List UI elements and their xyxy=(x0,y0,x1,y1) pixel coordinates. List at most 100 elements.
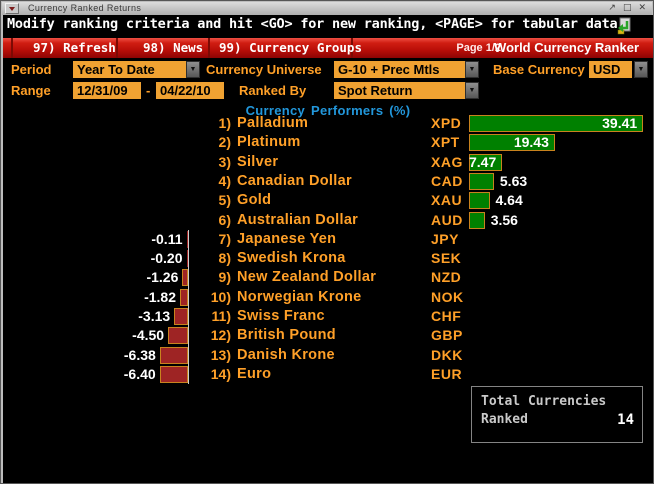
return-bar[interactable] xyxy=(159,365,188,383)
ranked-by-select[interactable]: Spot Return xyxy=(334,82,465,99)
period-label: Period xyxy=(11,62,52,77)
return-value: 4.64 xyxy=(495,192,523,209)
range-separator: - xyxy=(146,83,151,98)
return-value: -6.40 xyxy=(123,365,156,382)
return-bar[interactable] xyxy=(186,250,188,268)
return-value: -1.26 xyxy=(146,269,179,286)
row-rank: 6) xyxy=(218,211,231,228)
currency-name[interactable]: Norwegian Krone xyxy=(237,288,362,305)
currency-name[interactable]: Swiss Franc xyxy=(237,308,325,324)
chevron-down-icon: ▼ xyxy=(189,66,197,73)
row-rank: 5) xyxy=(218,192,231,209)
restore-icon[interactable]: ↗ xyxy=(608,3,616,13)
row-rank: 11) xyxy=(211,308,231,324)
currency-name[interactable]: New Zealand Dollar xyxy=(237,269,377,286)
return-bar[interactable] xyxy=(180,288,188,306)
currency-ticker: XAG xyxy=(431,153,463,170)
return-value: 5.63 xyxy=(499,172,528,189)
toolbar: 97) Refresh 98) News 99) Currency Groups… xyxy=(3,38,653,58)
currency-universe-dropdown-button[interactable]: ▼ xyxy=(465,61,479,78)
currency-name[interactable]: Swedish Krona xyxy=(237,250,346,267)
return-bar[interactable] xyxy=(469,211,485,229)
currency-name[interactable]: Australian Dollar xyxy=(237,211,359,228)
currency-ticker: XPD xyxy=(431,115,462,131)
return-bar[interactable] xyxy=(469,153,502,171)
row-rank: 8) xyxy=(218,250,231,267)
return-bar[interactable] xyxy=(159,346,188,364)
range-start-input[interactable]: 12/31/09 xyxy=(73,82,141,99)
app-title: World Currency Ranker xyxy=(494,40,639,55)
window-menu-button[interactable] xyxy=(5,3,19,14)
toolbar-separator xyxy=(11,38,13,58)
row-rank: 4) xyxy=(218,172,231,189)
return-bar[interactable] xyxy=(469,134,555,152)
currency-name[interactable]: Gold xyxy=(237,192,272,209)
toolbar-separator xyxy=(116,38,118,58)
currency-name[interactable]: Canadian Dollar xyxy=(237,172,352,189)
currency-ticker: CAD xyxy=(431,172,463,189)
zero-axis-line xyxy=(188,230,189,384)
toolbar-refresh-button[interactable]: 97) Refresh xyxy=(33,40,116,55)
return-value: -0.20 xyxy=(150,250,183,267)
row-rank: 2) xyxy=(218,134,231,151)
chevron-down-icon: ▼ xyxy=(637,66,645,73)
currency-ticker: DKK xyxy=(431,346,463,363)
row-rank: 12) xyxy=(210,327,231,344)
export-page-icon[interactable] xyxy=(615,17,632,36)
return-value: 7.47 xyxy=(469,153,497,170)
return-value: -4.50 xyxy=(132,327,165,344)
row-rank: 7) xyxy=(218,230,231,247)
currency-name[interactable]: Platinum xyxy=(237,134,301,151)
close-icon[interactable]: ✕ xyxy=(638,3,646,13)
window-titlebar: Currency Ranked Returns ↗ □ ✕ xyxy=(2,2,652,15)
maximize-icon[interactable]: □ xyxy=(622,3,632,13)
currency-ticker: SEK xyxy=(431,250,462,267)
return-bar[interactable] xyxy=(182,269,188,287)
row-rank: 10) xyxy=(210,288,231,305)
currency-name[interactable]: Silver xyxy=(237,153,279,170)
return-bar[interactable] xyxy=(168,327,188,345)
toolbar-currency-groups-button[interactable]: 99) Currency Groups xyxy=(219,40,362,55)
period-select[interactable]: Year To Date xyxy=(73,61,186,78)
return-bar[interactable] xyxy=(469,115,644,132)
base-currency-select[interactable]: USD xyxy=(589,61,632,78)
caret-down-icon xyxy=(9,7,15,11)
currency-ticker: JPY xyxy=(431,230,459,247)
return-bar[interactable] xyxy=(174,308,188,325)
base-currency-dropdown-button[interactable]: ▼ xyxy=(634,61,648,78)
currency-name[interactable]: Palladium xyxy=(237,115,309,131)
currency-ticker: EUR xyxy=(431,365,463,382)
return-bar[interactable] xyxy=(469,172,494,190)
currency-name[interactable]: Danish Krone xyxy=(237,346,335,363)
ranked-by-dropdown-button[interactable]: ▼ xyxy=(465,82,479,99)
currency-ticker: XPT xyxy=(431,134,460,151)
range-end-input[interactable]: 04/22/10 xyxy=(156,82,224,99)
currency-ticker: CHF xyxy=(431,308,462,324)
return-value: -3.13 xyxy=(138,308,171,324)
section-title: Currency Performers (%) xyxy=(245,103,411,118)
currency-ticker: NOK xyxy=(431,288,464,305)
return-bar[interactable] xyxy=(469,192,490,210)
return-value: 3.56 xyxy=(490,211,518,228)
currency-universe-label: Currency Universe xyxy=(206,62,322,77)
message-text: Modify ranking criteria and hit <GO> for… xyxy=(7,16,618,32)
currency-name[interactable]: Euro xyxy=(237,365,272,382)
toolbar-separator xyxy=(351,38,353,58)
currency-name[interactable]: Japanese Yen xyxy=(237,230,337,247)
window-controls: ↗ □ ✕ xyxy=(608,2,646,15)
toolbar-separator xyxy=(208,38,210,58)
page-indicator: Page 1/2 xyxy=(456,42,501,54)
currency-ticker: XAU xyxy=(431,192,463,209)
row-rank: 3) xyxy=(218,153,231,170)
range-label: Range xyxy=(11,83,51,98)
currency-ticker: AUD xyxy=(431,211,463,228)
return-bar[interactable] xyxy=(186,230,188,248)
window-title: Currency Ranked Returns xyxy=(28,3,142,13)
period-dropdown-button[interactable]: ▼ xyxy=(186,61,200,78)
currency-ticker: GBP xyxy=(431,327,463,344)
currency-universe-select[interactable]: G-10 + Prec Mtls xyxy=(334,61,465,78)
currency-name[interactable]: British Pound xyxy=(237,327,336,344)
row-rank: 14) xyxy=(210,365,231,382)
toolbar-news-button[interactable]: 98) News xyxy=(143,40,204,55)
